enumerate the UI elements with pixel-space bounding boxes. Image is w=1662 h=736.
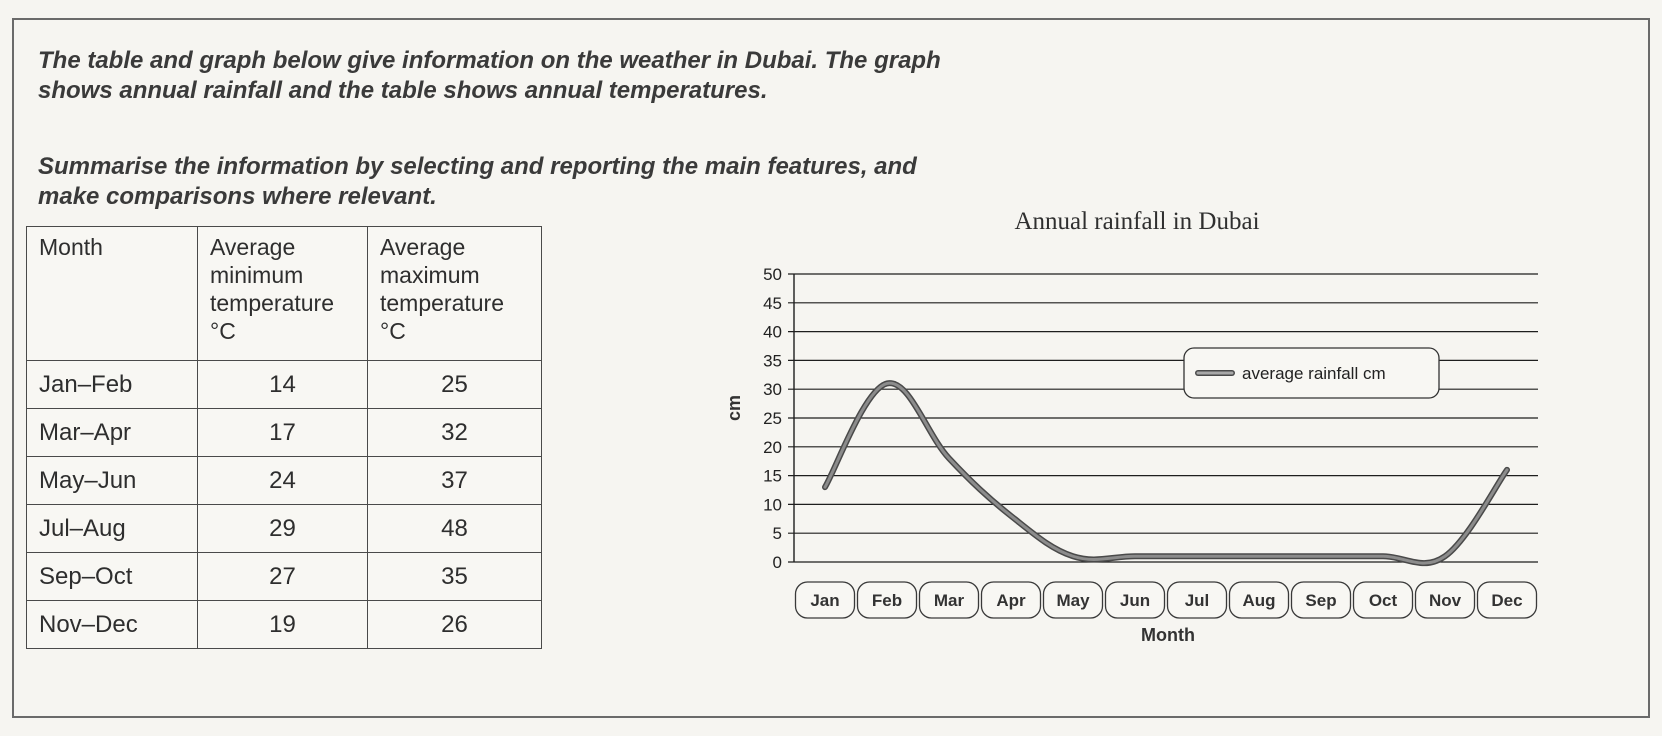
row-month: Sep–Oct — [26, 552, 198, 601]
x-category-labels: Jan Feb Mar Apr May Jun Jul Aug Sep Oct Nov Dec — [794, 581, 1538, 619]
y-tick-label: 40 — [763, 323, 782, 342]
chart-title: Annual rainfall in Dubai — [1014, 208, 1259, 235]
y-tick-label: 25 — [763, 409, 782, 428]
row-month: Jan–Feb — [26, 360, 198, 409]
x-category-box — [1352, 581, 1414, 619]
table-row: May–Jun 24 37 — [26, 456, 542, 505]
legend: average rainfall cm — [1183, 347, 1440, 399]
y-tick-label: 10 — [763, 495, 782, 514]
rainfall-line — [823, 381, 1509, 565]
row-min: 29 — [197, 504, 368, 553]
x-category-apr: Apr — [980, 581, 1042, 619]
row-max: 37 — [367, 456, 542, 505]
x-category-label: Mar — [934, 591, 965, 610]
legend-box — [1183, 347, 1440, 399]
x-axis-label: Month — [1141, 625, 1195, 645]
x-category-box — [1104, 581, 1166, 619]
grid-lines — [788, 273, 1538, 563]
table-row: Nov–Dec 19 26 — [26, 600, 542, 649]
row-max: 26 — [367, 600, 542, 649]
table-header-row: Month Average minimum temperature °C Ave… — [26, 226, 542, 361]
y-tick-label: 0 — [773, 553, 782, 572]
x-category-box — [1414, 581, 1476, 619]
task-frame — [12, 18, 1650, 718]
header-min-temp: Average minimum temperature °C — [197, 226, 368, 361]
x-category-label: Apr — [996, 591, 1026, 610]
y-tick-label: 20 — [763, 438, 782, 457]
x-category-box — [980, 581, 1042, 619]
row-min: 14 — [197, 360, 368, 409]
x-category-box — [1228, 581, 1290, 619]
table-row: Mar–Apr 17 32 — [26, 408, 542, 457]
x-category-nov: Nov — [1414, 581, 1476, 619]
series-lines — [822, 380, 1510, 567]
x-category-box — [856, 581, 918, 619]
x-category-dec: Dec — [1476, 581, 1538, 619]
y-tick-label: 35 — [763, 351, 782, 370]
x-category-box — [1166, 581, 1228, 619]
row-max: 32 — [367, 408, 542, 457]
row-month: Mar–Apr — [26, 408, 198, 457]
y-tick-label: 30 — [763, 380, 782, 399]
row-month: Nov–Dec — [26, 600, 198, 649]
row-month: May–Jun — [26, 456, 198, 505]
row-max: 35 — [367, 552, 542, 601]
row-min: 19 — [197, 600, 368, 649]
x-category-label: May — [1056, 591, 1090, 610]
x-category-label: Dec — [1491, 591, 1522, 610]
x-category-label: Feb — [872, 591, 902, 610]
y-tick-label: 5 — [773, 524, 782, 543]
x-category-aug: Aug — [1228, 581, 1290, 619]
x-category-box — [1290, 581, 1352, 619]
y-tick-labels: 0 5 10 15 20 25 30 35 40 45 50 — [763, 265, 782, 572]
table-row: Jul–Aug 29 48 — [26, 504, 542, 553]
x-category-label: Nov — [1429, 591, 1462, 610]
x-category-box — [794, 581, 856, 619]
rainfall-line-edge — [822, 380, 1510, 567]
x-category-box — [1042, 581, 1104, 619]
table-row: Jan–Feb 14 25 — [26, 360, 542, 409]
x-category-sep: Sep — [1290, 581, 1352, 619]
y-axis-label: cm — [724, 395, 744, 421]
x-category-label: Aug — [1242, 591, 1275, 610]
row-max: 48 — [367, 504, 542, 553]
y-tick-label: 15 — [763, 467, 782, 486]
x-category-label: Oct — [1369, 591, 1398, 610]
temperature-table: Month Average minimum temperature °C Ave… — [26, 226, 542, 649]
header-month: Month — [26, 226, 198, 361]
row-min: 27 — [197, 552, 368, 601]
x-category-jul: Jul — [1166, 581, 1228, 619]
y-tick-label: 45 — [763, 294, 782, 313]
table-row: Sep–Oct 27 35 — [26, 552, 542, 601]
row-min: 17 — [197, 408, 368, 457]
legend-label: average rainfall cm — [1242, 364, 1386, 383]
instruction-paragraph-2: Summarise the information by selecting a… — [38, 153, 917, 210]
row-max: 25 — [367, 360, 542, 409]
header-max-temp: Average maximum temperature °C — [367, 226, 542, 361]
x-category-jan: Jan — [794, 581, 856, 619]
x-category-box — [1476, 581, 1538, 619]
y-tick-label: 50 — [763, 265, 782, 284]
x-category-mar: Mar — [918, 581, 980, 619]
x-category-label: Jul — [1185, 591, 1210, 610]
x-category-oct: Oct — [1352, 581, 1414, 619]
x-category-feb: Feb — [856, 581, 918, 619]
instruction-paragraph-1: The table and graph below give informati… — [38, 47, 941, 104]
x-category-label: Sep — [1305, 591, 1336, 610]
row-min: 24 — [197, 456, 368, 505]
x-category-label: Jan — [810, 591, 839, 610]
x-category-label: Jun — [1120, 591, 1150, 610]
rainfall-chart: Annual rainfall in Dubai 0 5 10 15 20 25 30 35 4… — [724, 208, 1538, 645]
x-category-box — [918, 581, 980, 619]
x-category-may: May — [1042, 581, 1104, 619]
row-month: Jul–Aug — [26, 504, 198, 553]
x-category-jun: Jun — [1104, 581, 1166, 619]
